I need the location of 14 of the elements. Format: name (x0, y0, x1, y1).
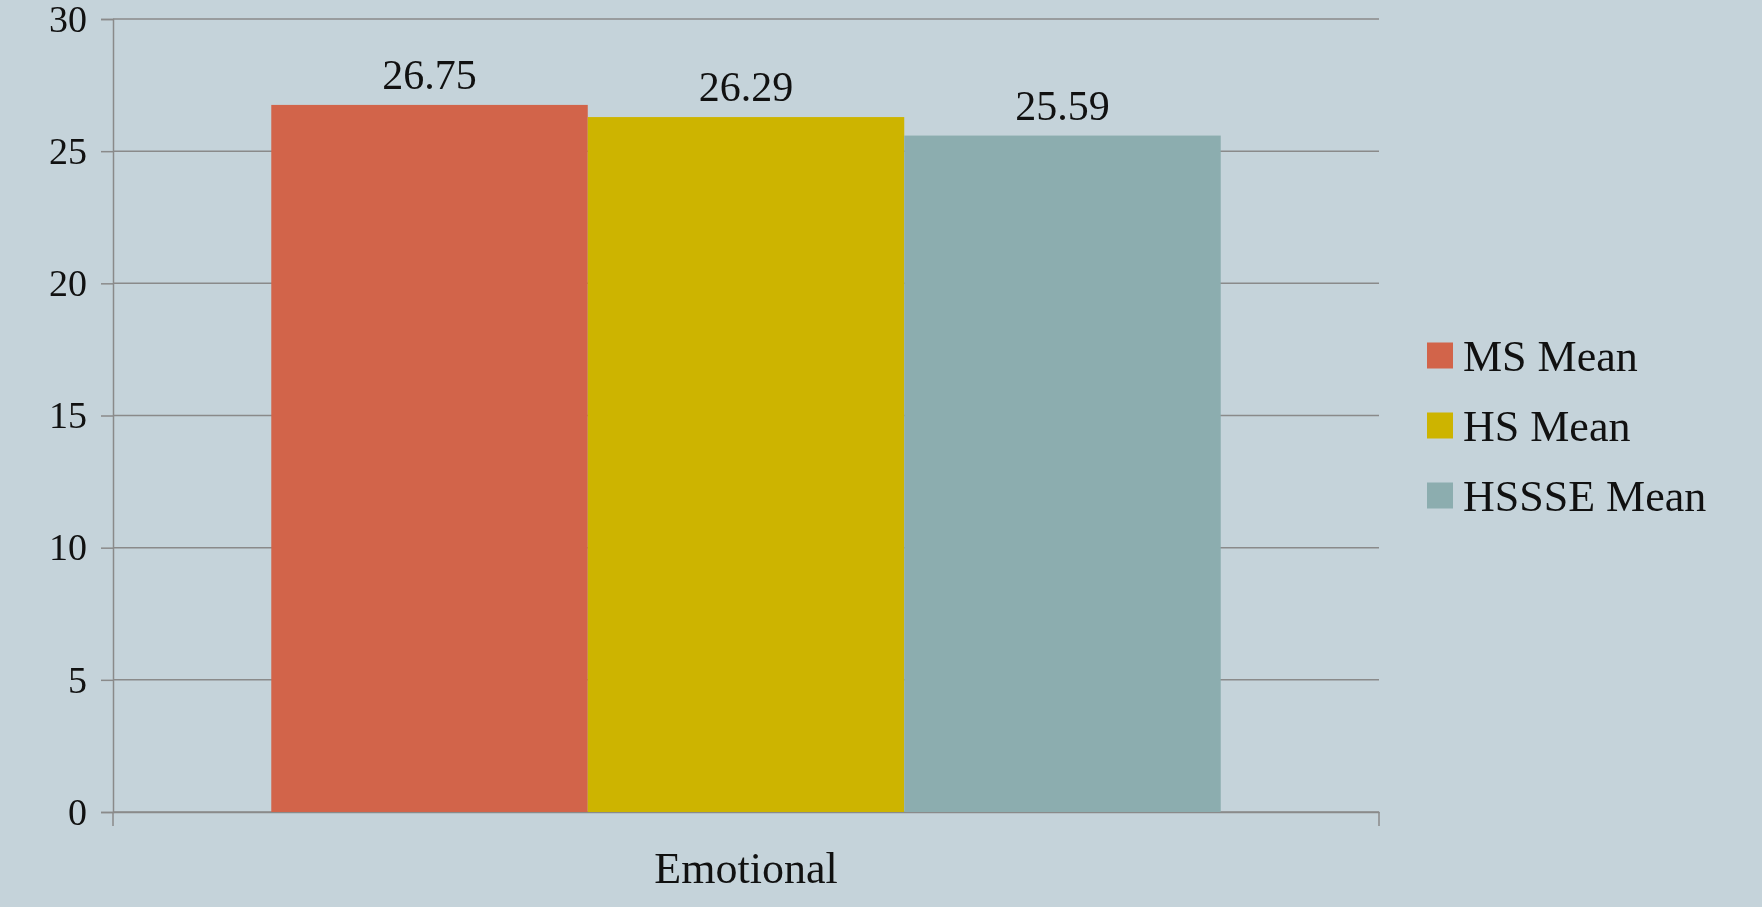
y-tick-label: 10 (49, 526, 87, 569)
data-label: 25.59 (1015, 82, 1110, 129)
y-tick-label: 0 (68, 790, 87, 833)
legend-label: HSSSE Mean (1463, 471, 1707, 521)
data-label: 26.29 (698, 64, 794, 111)
legend-label: HS Mean (1463, 401, 1631, 451)
y-tick-label: 20 (49, 261, 87, 304)
y-tick-label: 15 (49, 394, 87, 437)
legend-label: MS Mean (1463, 331, 1638, 381)
x-tick-label: Emotional (654, 844, 838, 894)
y-tick-label: 5 (68, 658, 87, 701)
y-tick-label: 25 (49, 129, 87, 172)
data-label: 26.75 (382, 51, 477, 98)
y-tick-label: 30 (49, 0, 87, 40)
